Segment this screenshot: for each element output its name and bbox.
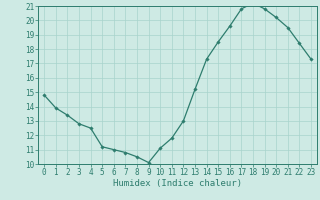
X-axis label: Humidex (Indice chaleur): Humidex (Indice chaleur) xyxy=(113,179,242,188)
